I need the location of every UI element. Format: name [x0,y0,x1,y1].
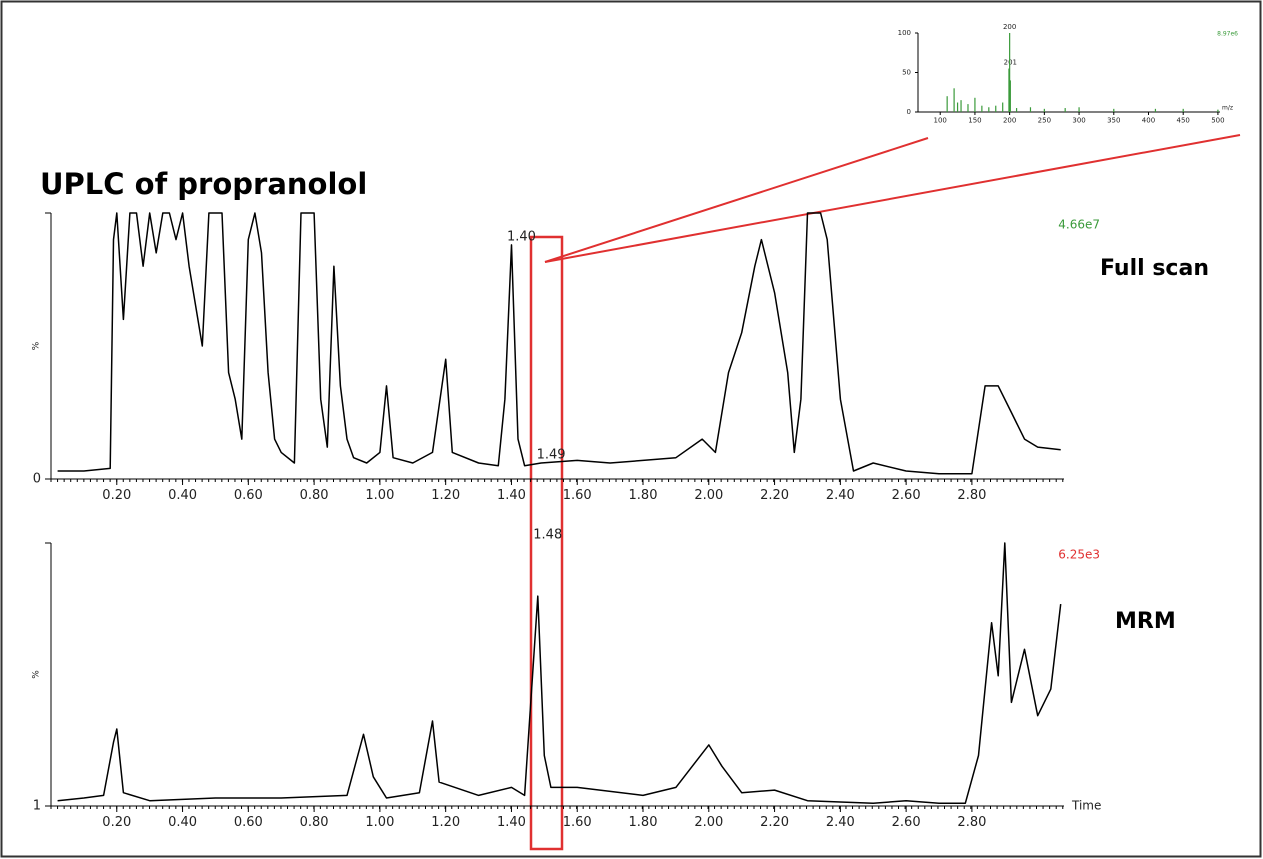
peak-label: 1.49 [537,448,566,463]
x-tick-label: 1.00 [365,488,394,503]
x-tick-label: 0.60 [234,488,263,503]
x-tick-label: 0.80 [300,488,329,503]
zoom-line [544,134,1241,263]
x-tick-label: 1.80 [629,815,658,830]
x-tick-label: 200 [1003,117,1016,125]
x-tick-label: 2.60 [892,815,921,830]
highlight-box [529,235,564,851]
x-tick-label: 1.20 [431,488,460,503]
peak-label: 201 [1004,59,1017,67]
x-tick-label: 1.40 [497,815,526,830]
x-tick-label: 1.40 [497,488,526,503]
y-axis-label: % [32,670,42,679]
y-tick-label: 100 [898,29,911,37]
x-tick-label: 2.40 [826,488,855,503]
x-tick-label: 1.60 [563,488,592,503]
x-tick-label: 2.00 [694,488,723,503]
scale-label: 4.66e7 [1058,218,1100,232]
x-tick-label: 0.40 [168,488,197,503]
x-tick-label: 450 [1177,117,1190,125]
peak-label: 200 [1003,23,1016,31]
zoom-line [544,137,929,263]
chart-title: UPLC of propranolol [40,167,367,201]
x-tick-label: 0.40 [168,815,197,830]
x-tick-label: 1.60 [563,815,592,830]
x-tick-label: 150 [968,117,981,125]
x-axis-label: m/z [1222,105,1233,112]
x-tick-label: 1.20 [431,815,460,830]
y-tick-label: 0 [907,108,911,116]
series-label: MRM [1115,609,1176,634]
x-tick-label: 1.00 [365,815,394,830]
x-tick-label: 0.80 [300,815,329,830]
peak-label: 1.48 [533,528,562,543]
y-tick-label: 1 [33,799,41,814]
x-tick-label: 400 [1142,117,1155,125]
x-tick-label: 500 [1211,117,1224,125]
series-label: Full scan [1100,256,1209,281]
y-tick-label: 50 [902,69,911,77]
trace [57,542,1062,805]
x-axis-label: Time [1071,799,1101,813]
x-tick-label: 300 [1072,117,1085,125]
x-tick-label: 0.20 [102,815,131,830]
trace [57,212,1061,475]
x-tick-label: 250 [1038,117,1051,125]
x-tick-label: 100 [934,117,947,125]
x-tick-label: 2.80 [957,815,986,830]
y-axis-label: % [32,341,42,350]
x-tick-label: 2.20 [760,815,789,830]
scale-label: 6.25e3 [1058,548,1100,562]
scale-label: 8.97e6 [1217,31,1238,38]
x-tick-label: 0.20 [102,488,131,503]
x-tick-label: 2.60 [892,488,921,503]
x-tick-label: 2.20 [760,488,789,503]
x-tick-label: 0.60 [234,815,263,830]
x-tick-label: 350 [1107,117,1120,125]
peak-label: 1.40 [507,229,536,244]
y-tick-label: 0 [33,472,41,487]
x-tick-label: 2.00 [694,815,723,830]
x-tick-label: 1.80 [629,488,658,503]
x-tick-label: 2.40 [826,815,855,830]
x-tick-label: 2.80 [957,488,986,503]
